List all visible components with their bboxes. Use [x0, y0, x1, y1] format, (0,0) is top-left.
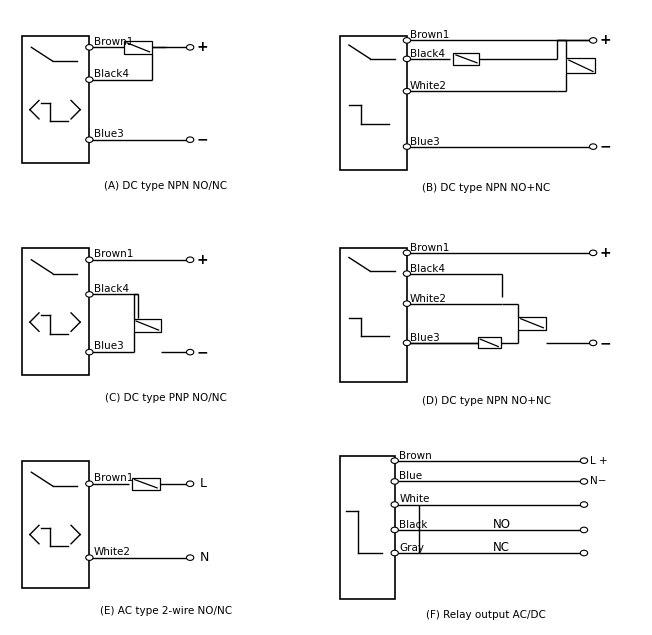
Circle shape [589, 340, 597, 345]
Circle shape [403, 340, 411, 345]
Bar [340, 248, 407, 382]
Text: Blue3: Blue3 [94, 342, 124, 351]
Text: Black: Black [399, 520, 428, 530]
Text: N: N [200, 551, 209, 564]
Text: Brown: Brown [399, 451, 432, 460]
Circle shape [85, 137, 93, 142]
Circle shape [186, 349, 194, 355]
Bar [567, 58, 595, 73]
Bar [132, 478, 160, 490]
Circle shape [186, 137, 194, 142]
Circle shape [403, 271, 411, 276]
Circle shape [580, 479, 587, 485]
Bar [22, 248, 89, 375]
Text: +: + [196, 253, 208, 267]
Text: +: + [196, 41, 208, 55]
Circle shape [403, 301, 411, 307]
Text: Brown1: Brown1 [410, 243, 449, 253]
Circle shape [589, 144, 597, 149]
Circle shape [580, 527, 587, 533]
Text: Blue3: Blue3 [410, 137, 439, 147]
Text: White2: White2 [410, 293, 447, 304]
Circle shape [403, 88, 411, 94]
Text: Brown1: Brown1 [410, 30, 449, 39]
Circle shape [391, 527, 398, 533]
Text: −: − [196, 345, 208, 359]
Bar [340, 36, 407, 170]
Bar [454, 53, 479, 65]
Text: (B) DC type NPN NO+NC: (B) DC type NPN NO+NC [422, 183, 550, 193]
Circle shape [186, 555, 194, 561]
Text: NO: NO [492, 518, 511, 531]
Text: Black4: Black4 [410, 264, 445, 274]
Text: (F) Relay output AC/DC: (F) Relay output AC/DC [426, 610, 546, 620]
Circle shape [403, 37, 411, 43]
Text: −: − [196, 133, 208, 147]
Circle shape [391, 551, 398, 556]
Circle shape [403, 250, 411, 256]
Bar [478, 337, 501, 349]
Text: Gray: Gray [399, 543, 424, 553]
Circle shape [85, 257, 93, 262]
Circle shape [391, 458, 398, 464]
Text: Black4: Black4 [94, 284, 129, 293]
Text: White2: White2 [94, 547, 131, 557]
Circle shape [85, 481, 93, 486]
Bar [125, 41, 152, 54]
Circle shape [186, 481, 194, 486]
Circle shape [186, 257, 194, 262]
Text: (A) DC type NPN NO/NC: (A) DC type NPN NO/NC [104, 181, 228, 191]
Text: −: − [599, 336, 611, 350]
Circle shape [580, 502, 587, 507]
Text: Blue3: Blue3 [410, 333, 439, 343]
Text: L: L [200, 478, 206, 490]
Circle shape [589, 37, 597, 43]
Circle shape [85, 291, 93, 297]
Bar [22, 36, 89, 163]
Circle shape [186, 44, 194, 50]
Circle shape [85, 349, 93, 355]
Circle shape [403, 144, 411, 149]
Circle shape [580, 551, 587, 556]
Text: White: White [399, 495, 430, 504]
Text: +: + [599, 246, 611, 260]
Text: NC: NC [492, 542, 509, 554]
Circle shape [85, 555, 93, 561]
Circle shape [403, 56, 411, 62]
Text: Brown1: Brown1 [94, 37, 133, 46]
Text: L +: L + [590, 456, 608, 465]
Circle shape [85, 77, 93, 83]
Bar [134, 319, 161, 332]
Text: (D) DC type NPN NO+NC: (D) DC type NPN NO+NC [422, 396, 551, 406]
Circle shape [589, 250, 597, 256]
Bar [518, 317, 546, 330]
Bar [22, 460, 89, 587]
Text: Black4: Black4 [94, 69, 129, 79]
Text: Blue: Blue [399, 471, 422, 481]
Circle shape [391, 502, 398, 507]
Text: +: + [599, 34, 611, 48]
Text: Brown1: Brown1 [94, 249, 133, 259]
Circle shape [580, 458, 587, 464]
Text: Blue3: Blue3 [94, 129, 124, 139]
Text: −: − [599, 140, 611, 154]
Text: (E) AC type 2-wire NO/NC: (E) AC type 2-wire NO/NC [100, 606, 231, 616]
Text: Brown1: Brown1 [94, 473, 133, 483]
Text: N−: N− [590, 476, 606, 486]
Text: (C) DC type PNP NO/NC: (C) DC type PNP NO/NC [105, 393, 227, 403]
Bar [340, 456, 394, 599]
Text: Black4: Black4 [410, 49, 445, 59]
Circle shape [85, 44, 93, 50]
Circle shape [391, 479, 398, 485]
Text: White2: White2 [410, 81, 447, 91]
